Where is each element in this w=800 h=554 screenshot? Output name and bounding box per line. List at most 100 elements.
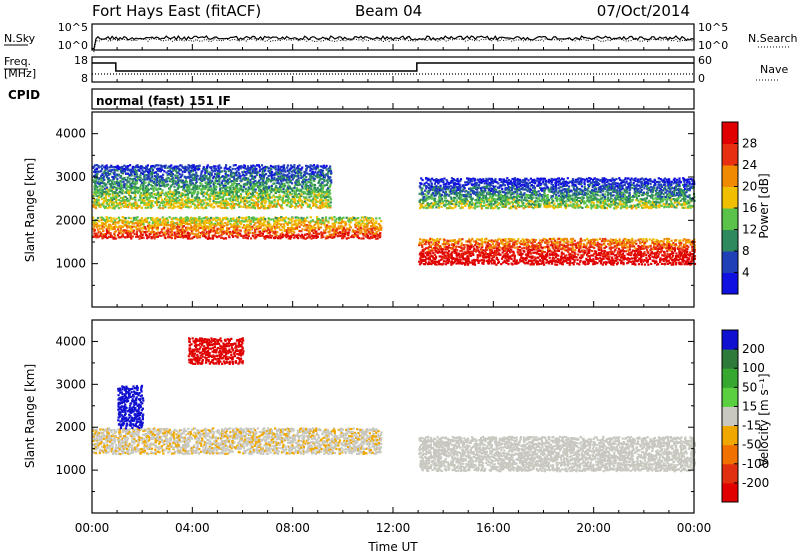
scatter-cell xyxy=(116,169,119,172)
scatter-cell xyxy=(184,229,187,232)
scatter-cell xyxy=(557,249,561,252)
scatter-cell xyxy=(320,193,323,197)
scatter-cell xyxy=(453,250,456,253)
scatter-cell xyxy=(272,225,275,228)
scatter-cell xyxy=(156,175,159,178)
scatter-cell xyxy=(483,238,487,241)
scatter-cell xyxy=(455,257,458,260)
scatter-cell xyxy=(274,168,277,171)
scatter-cell xyxy=(133,170,136,173)
scatter-cell xyxy=(311,168,314,171)
scatter-cell xyxy=(514,260,517,263)
scatter-cell xyxy=(166,177,169,180)
scatter-cell xyxy=(234,221,237,224)
scatter-cell xyxy=(236,217,239,220)
scatter-cell xyxy=(264,217,267,221)
scatter-cell xyxy=(262,169,265,172)
scatter-cell xyxy=(211,189,214,192)
scatter-cell xyxy=(504,253,507,256)
scatter-cell xyxy=(316,225,320,228)
scatter-cell xyxy=(325,188,329,191)
scatter-cell xyxy=(469,250,472,253)
scatter-cell xyxy=(195,219,198,222)
scatter-cell xyxy=(252,178,255,181)
scatter-cell xyxy=(541,253,544,256)
scatter-cell xyxy=(455,251,458,254)
scatter-cell xyxy=(264,190,267,193)
scatter-cell xyxy=(266,177,269,181)
scatter-cell xyxy=(480,237,484,240)
scatter-cell xyxy=(212,183,215,186)
scatter-cell xyxy=(147,204,151,207)
scatter-cell xyxy=(254,230,257,233)
scatter-cell xyxy=(438,251,441,254)
scatter-cell xyxy=(232,227,235,230)
scatter-cell xyxy=(281,177,284,180)
scatter-cell xyxy=(324,217,327,221)
scatter-cell xyxy=(103,234,106,237)
scatter-cell xyxy=(211,237,215,240)
scatter-cell xyxy=(240,199,243,202)
scatter-cell xyxy=(270,175,273,178)
scatter-cell xyxy=(109,223,112,226)
scatter-cell xyxy=(191,194,194,197)
scatter-cell xyxy=(191,173,194,176)
scatter-cell xyxy=(250,220,253,223)
scatter-cell xyxy=(329,233,332,237)
scatter-cell xyxy=(473,240,476,243)
scatter-cell xyxy=(466,259,469,262)
scatter-cell xyxy=(224,190,227,193)
scatter-cell xyxy=(545,254,548,257)
scatter-cell xyxy=(245,219,248,222)
scatter-cell xyxy=(113,166,116,169)
scatter-cell xyxy=(136,186,140,189)
scatter-cell xyxy=(442,248,445,251)
scatter-cell xyxy=(229,197,232,200)
scatter-cell xyxy=(157,200,160,203)
scatter-cell xyxy=(330,171,333,174)
scatter-cell xyxy=(163,170,166,173)
scatter-cell xyxy=(348,229,351,232)
scatter-cell xyxy=(464,262,467,265)
scatter-cell xyxy=(321,181,324,184)
scatter-cell xyxy=(322,204,325,207)
scatter-cell xyxy=(465,257,468,260)
scatter-cell xyxy=(449,239,452,242)
scatter-cell xyxy=(233,203,236,206)
scatter-cell xyxy=(424,243,427,246)
scatter-cell xyxy=(103,192,106,195)
scatter-cell xyxy=(194,185,197,188)
scatter-cell xyxy=(545,239,548,242)
scatter-cell xyxy=(226,227,229,230)
scatter-cell xyxy=(308,224,311,227)
scatter-cell xyxy=(136,165,139,169)
scatter-cell xyxy=(299,234,302,237)
scatter-cell xyxy=(513,242,516,246)
scatter-cell xyxy=(249,168,252,171)
scatter-cell xyxy=(513,253,516,256)
scatter-cell xyxy=(191,200,194,203)
scatter-cell xyxy=(243,226,246,229)
scatter-cell xyxy=(264,194,267,197)
scatter-cell xyxy=(193,217,196,220)
scatter-cell xyxy=(266,231,269,235)
scatter-cell xyxy=(102,204,105,207)
scatter-cell xyxy=(93,229,97,232)
scatter-cell xyxy=(98,227,101,230)
scatter-cell xyxy=(164,195,167,198)
scatter-cell xyxy=(541,246,544,250)
scatter-cell xyxy=(471,261,474,264)
scatter-cell xyxy=(101,221,104,224)
scatter-cell xyxy=(218,172,221,175)
scatter-cell xyxy=(137,223,140,226)
scatter-cell xyxy=(352,229,355,232)
scatter-cell xyxy=(311,170,314,174)
scatter-cell xyxy=(491,251,494,254)
scatter-cell xyxy=(207,217,210,220)
scatter-cell xyxy=(100,179,103,182)
scatter-cell xyxy=(253,217,256,220)
scatter-cell xyxy=(177,179,180,182)
scatter-cell xyxy=(304,191,307,194)
scatter-cell xyxy=(194,182,198,185)
scatter-cell xyxy=(579,237,582,240)
